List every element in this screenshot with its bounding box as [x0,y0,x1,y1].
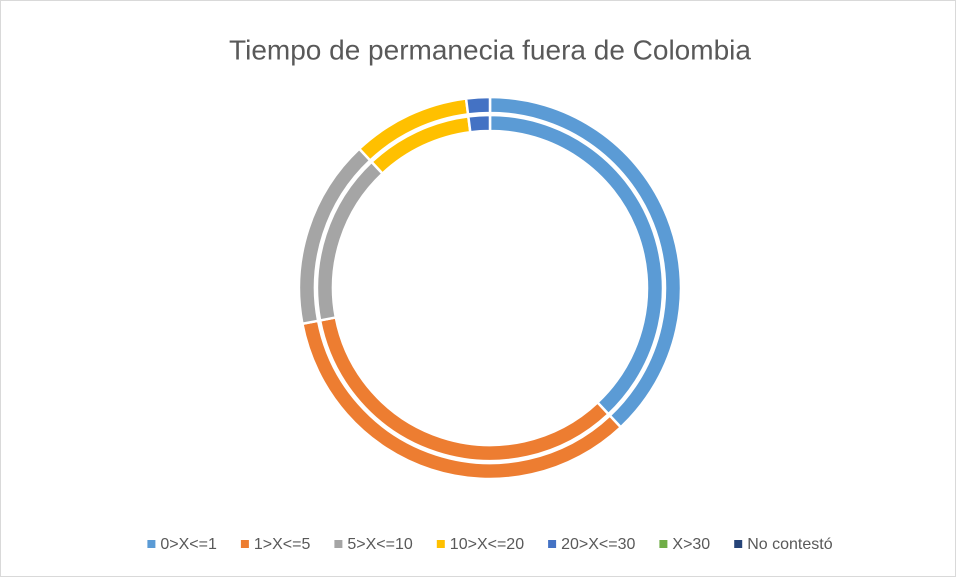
legend-label: X>30 [672,536,710,553]
legend-swatch [334,540,343,548]
legend-label: 20>X<=30 [561,536,635,553]
legend-swatch [240,540,249,548]
legend-label: No contestó [747,536,832,553]
legend-swatch [659,540,668,548]
legend-swatch [734,540,743,548]
doughnut-segment [466,113,492,134]
legend-label: 1>X<=5 [254,536,311,553]
legend-swatch [436,540,445,548]
legend-label: 5>X<=10 [347,536,413,553]
chart-title: Tiempo de permanecia fuera de Colombia [229,34,751,65]
doughnut-segment [464,95,492,116]
legend-label: 0>X<=1 [160,536,217,553]
legend: 0>X<=1 1>X<=5 5>X<=10 10>X<=20 20>X<=30 X>30 N… [147,536,833,553]
legend-swatch [548,540,557,548]
legend-swatch [147,540,156,548]
legend-label: 10>X<=20 [450,536,524,553]
rings [297,95,683,481]
